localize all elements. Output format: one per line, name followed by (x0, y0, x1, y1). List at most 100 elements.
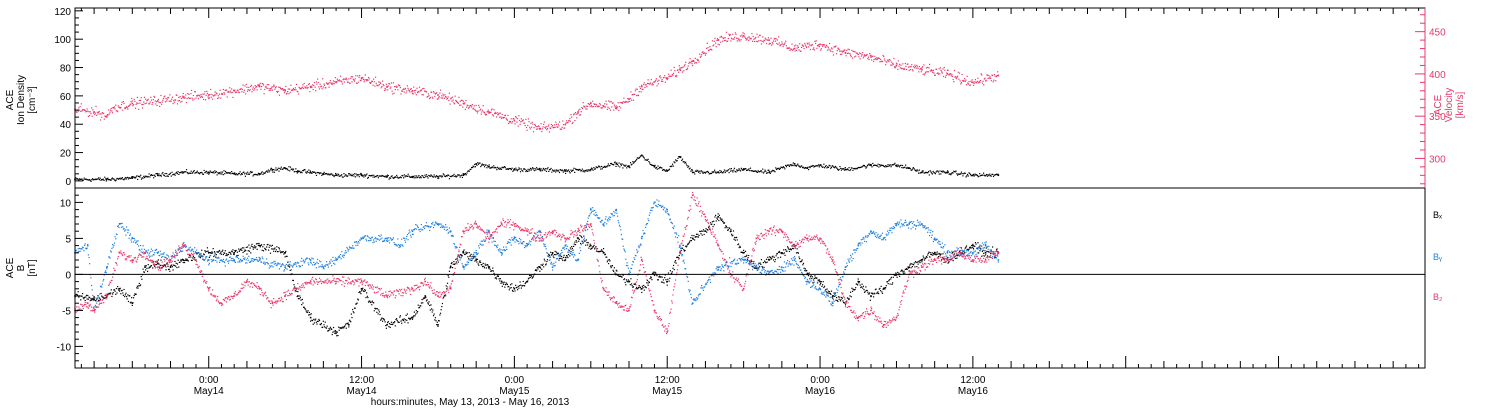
density-sample (217, 172, 219, 174)
bx-sample (236, 255, 238, 257)
velocity-sample (416, 91, 419, 94)
bx-sample (557, 252, 559, 254)
by-sample (314, 263, 316, 265)
density-sample (344, 174, 347, 176)
bx-sample (318, 319, 321, 322)
bx-sample (467, 256, 469, 258)
velocity-sample (671, 73, 673, 76)
density-sample (726, 170, 729, 172)
bx-sample (114, 290, 116, 292)
velocity-sample (207, 96, 209, 98)
velocity-sample (615, 105, 617, 107)
bx-sample (160, 259, 162, 261)
bx-sample (564, 256, 566, 259)
velocity-sample (485, 114, 487, 116)
density-sample (883, 165, 885, 168)
by-sample (218, 261, 221, 264)
velocity-sample (962, 80, 964, 82)
bx-sample (706, 231, 708, 233)
velocity-sample (83, 108, 85, 111)
density-sample (891, 164, 893, 166)
density-sample (181, 170, 183, 173)
density-sample (811, 165, 814, 167)
bx-point (551, 252, 554, 254)
by-sample (478, 245, 480, 247)
by-sample (389, 237, 391, 239)
velocity-sample (815, 40, 817, 42)
velocity-sample (534, 123, 536, 126)
density-sample (402, 175, 404, 177)
bx-sample (140, 275, 142, 278)
density-sample (88, 179, 90, 181)
velocity-sample (133, 98, 135, 101)
density-sample (104, 178, 107, 180)
bx-sample (402, 318, 404, 320)
bx-sample (350, 321, 352, 323)
density-sample (352, 173, 354, 176)
velocity-sample (190, 92, 192, 95)
velocity-sample (385, 83, 387, 85)
density-sample (893, 163, 895, 165)
density-sample (128, 177, 130, 179)
density-sample (869, 163, 872, 166)
bx-sample (428, 301, 430, 303)
bx-sample (995, 256, 997, 259)
by-sample (279, 263, 281, 265)
velocity-sample (424, 90, 426, 92)
velocity-sample (317, 81, 319, 84)
bx-sample (906, 267, 908, 270)
velocity-sample (80, 103, 82, 105)
bx-sample (717, 213, 719, 215)
bx-sample (485, 264, 487, 266)
bx-sample (524, 282, 526, 285)
velocity-sample (263, 93, 265, 95)
velocity-sample (194, 91, 196, 93)
bx-sample (978, 252, 980, 254)
bx-sample (568, 249, 570, 252)
velocity-sample (251, 91, 253, 93)
velocity-sample (818, 44, 820, 46)
velocity-sample (604, 103, 606, 105)
density-sample (270, 167, 272, 169)
velocity-sample (900, 64, 902, 66)
density-sample (648, 160, 650, 163)
velocity-sample (201, 96, 203, 98)
velocity-sample (336, 78, 338, 80)
bx-sample (106, 296, 108, 298)
density-sample (377, 175, 379, 177)
bx-sample (875, 288, 877, 290)
velocity-sample (339, 80, 341, 82)
density-sample (84, 178, 86, 181)
velocity-sample (239, 88, 242, 90)
by-sample (98, 296, 100, 299)
bx-sample (257, 243, 259, 245)
density-sample (355, 173, 357, 175)
velocity-sample (280, 88, 282, 90)
velocity-sample (156, 104, 158, 107)
bx-sample (817, 279, 819, 281)
bx-sample (545, 263, 547, 265)
density-sample (224, 170, 227, 173)
density-sample (872, 165, 875, 167)
by-sample (161, 253, 163, 255)
velocity-sample (880, 60, 882, 63)
velocity-sample (877, 57, 879, 59)
by-sample (416, 226, 419, 228)
bx-sample (755, 267, 757, 269)
by-sample (331, 265, 333, 267)
velocity-sample (511, 122, 513, 124)
by-sample (264, 263, 267, 265)
by-sample (125, 234, 127, 236)
velocity-sample (960, 82, 963, 84)
bx-sample (633, 283, 635, 285)
velocity-sample (97, 113, 99, 115)
velocity-sample (897, 68, 899, 70)
bx-sample (813, 279, 815, 281)
bx-sample (304, 308, 306, 310)
density-sample (221, 173, 223, 175)
density-sample (815, 165, 817, 167)
bx-sample (703, 233, 705, 236)
bx-sample (741, 251, 743, 253)
bx-sample (844, 304, 847, 306)
